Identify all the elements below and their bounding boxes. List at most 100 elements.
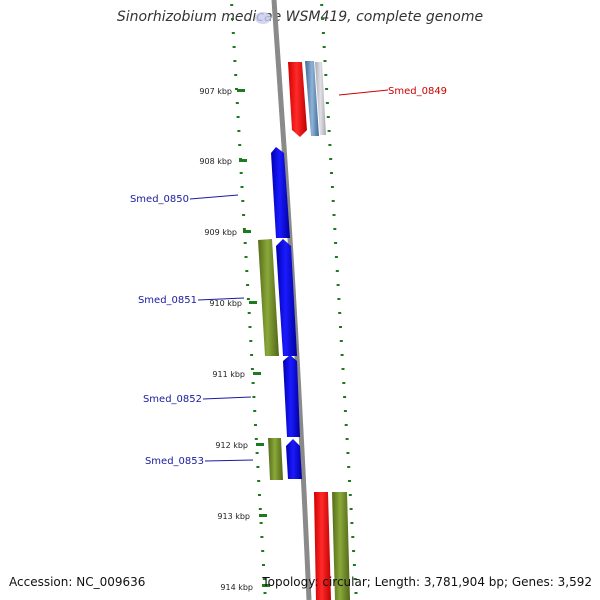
gene-forward-red[interactable] [314, 492, 331, 600]
track-dot [262, 564, 265, 566]
map-title: Sinorhizobium medicae WSM419, complete g… [116, 9, 484, 25]
track-dot [332, 214, 336, 216]
ruler-tick: 913 kbp [217, 512, 267, 521]
track-dot [339, 340, 343, 342]
track-dot [337, 298, 341, 300]
gene-smed-0849-neighbor-2[interactable] [315, 62, 326, 135]
track-dot [346, 452, 350, 454]
track-dot [258, 508, 262, 510]
gene-label-text: Smed_0849 [388, 86, 447, 97]
gene-smed-0849-neighbor[interactable] [305, 61, 319, 136]
track-dot [323, 60, 327, 62]
track-dot [258, 494, 261, 496]
track-dot [321, 18, 325, 20]
gene-smed-0851[interactable] [258, 239, 279, 356]
track-dot [245, 270, 249, 272]
track-dot [327, 130, 331, 132]
gene-label-text: Smed_0850 [130, 194, 189, 205]
track-dot [248, 326, 252, 328]
gene-label-smed-0853[interactable]: Smed_0853 [145, 456, 254, 467]
track-dot [236, 116, 240, 118]
gene-label-smed-0852[interactable]: Smed_0852 [143, 394, 252, 405]
track-dot [263, 592, 267, 594]
tick-label: 914 kbp [220, 583, 253, 592]
ruler-tick: 912 kbp [215, 441, 264, 450]
track-dot [334, 256, 338, 258]
ruler-tick: 909 kbp [204, 228, 251, 237]
ruler-tick: 907 kbp [199, 87, 245, 96]
track-dot [350, 522, 354, 524]
topology-summary: Topology: circular; Length: 3,781,904 bp… [262, 575, 592, 589]
track-dot [233, 60, 237, 62]
track-dot [330, 186, 334, 188]
track-dot [254, 424, 257, 426]
track-dot [237, 130, 241, 132]
gene-label-smed-0851[interactable]: Smed_0851 [138, 295, 245, 306]
gene-forward-olive[interactable] [332, 492, 350, 600]
track-dot [253, 410, 257, 412]
track-dot [336, 284, 340, 286]
track-dot [345, 438, 349, 440]
gene-label-smed-0849[interactable]: Smed_0849 [338, 86, 447, 97]
track-dot [238, 144, 242, 146]
track-dot [235, 102, 239, 104]
track-dot [251, 382, 255, 384]
track-dot [325, 102, 329, 104]
track-dot [344, 424, 348, 426]
track-dot [354, 592, 358, 594]
track-dot [329, 158, 333, 160]
track-dot [326, 116, 330, 118]
track-dot [234, 74, 238, 76]
track-dot [231, 18, 234, 20]
track-dot [242, 228, 246, 230]
tick-label: 910 kbp [209, 299, 242, 308]
ruler-tick: 908 kbp [199, 157, 247, 166]
track-dot [348, 480, 351, 482]
track-dot [246, 298, 250, 300]
track-dot [243, 242, 247, 244]
track-dot [230, 4, 234, 6]
track-dot [242, 214, 246, 216]
track-dot [339, 326, 342, 328]
track-dot [348, 494, 352, 496]
track-dot [256, 466, 260, 468]
gene-smed-0851-partner[interactable] [276, 239, 297, 356]
track-dot [349, 508, 353, 510]
gene-smed-0853-partner[interactable] [286, 439, 302, 479]
position-marker [255, 12, 271, 24]
track-dot [352, 564, 356, 566]
track-dot [250, 354, 254, 356]
genome-backbone [271, 0, 312, 600]
tick-label: 911 kbp [212, 370, 245, 379]
tick-label: 908 kbp [199, 157, 232, 166]
track-dot [353, 578, 357, 580]
track-dot [246, 284, 250, 286]
track-dot [321, 32, 325, 34]
gene-label-text: Smed_0852 [143, 394, 202, 405]
track-dot [328, 144, 332, 146]
gene-smed-0853[interactable] [268, 438, 283, 480]
track-dot [250, 368, 254, 370]
track-dot [235, 88, 238, 90]
track-dot [254, 438, 258, 440]
gene-label-text: Smed_0853 [145, 456, 204, 467]
track-dot [259, 522, 263, 524]
track-dot [325, 88, 329, 90]
gene-smed-0852[interactable] [283, 355, 300, 437]
tick-label: 909 kbp [204, 228, 237, 237]
track-dot [320, 4, 324, 6]
track-dot [341, 368, 345, 370]
track-dot [338, 312, 342, 314]
track-dot [343, 396, 347, 398]
gene-label-text: Smed_0851 [138, 295, 197, 306]
track-dot [334, 242, 338, 244]
tick-label: 912 kbp [215, 441, 248, 450]
gene-label-smed-0850[interactable]: Smed_0850 [130, 194, 239, 205]
track-dot [257, 480, 261, 482]
gene-smed-0849[interactable] [288, 62, 307, 137]
track-dot [347, 466, 351, 468]
track-dot [342, 382, 346, 384]
gene-smed-0850[interactable] [271, 147, 290, 238]
ruler: 907 kbp 908 kbp 909 kbp 910 kbp 911 kbp … [199, 87, 270, 592]
